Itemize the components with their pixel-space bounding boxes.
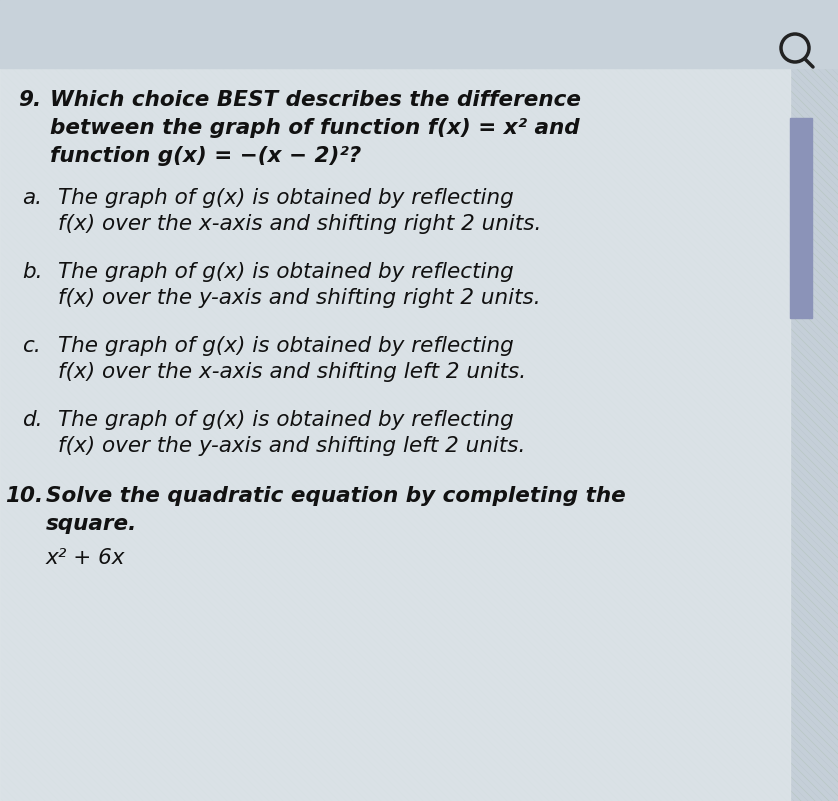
- Text: f(x) over the y-axis and shifting right 2 units.: f(x) over the y-axis and shifting right …: [58, 288, 541, 308]
- Text: function g(x) = −(x − 2)²?: function g(x) = −(x − 2)²?: [50, 146, 361, 166]
- Text: 10.: 10.: [5, 486, 43, 506]
- Text: Solve the quadratic equation by completing the: Solve the quadratic equation by completi…: [46, 486, 626, 506]
- Text: d.: d.: [22, 410, 43, 430]
- Text: The graph of g(x) is obtained by reflecting: The graph of g(x) is obtained by reflect…: [58, 410, 514, 430]
- Text: Which choice BEST describes the difference: Which choice BEST describes the differen…: [50, 90, 581, 110]
- Text: f(x) over the x-axis and shifting right 2 units.: f(x) over the x-axis and shifting right …: [58, 214, 541, 234]
- Text: The graph of g(x) is obtained by reflecting: The graph of g(x) is obtained by reflect…: [58, 188, 514, 208]
- Text: f(x) over the x-axis and shifting left 2 units.: f(x) over the x-axis and shifting left 2…: [58, 362, 526, 382]
- Text: The graph of g(x) is obtained by reflecting: The graph of g(x) is obtained by reflect…: [58, 336, 514, 356]
- Text: square.: square.: [46, 514, 137, 534]
- Text: between the graph of function f(x) = x² and: between the graph of function f(x) = x² …: [50, 118, 580, 138]
- Bar: [790, 118, 812, 318]
- Bar: [0, 0, 838, 68]
- Text: f(x) over the y-axis and shifting left 2 units.: f(x) over the y-axis and shifting left 2…: [58, 436, 525, 456]
- Text: x² + 6x: x² + 6x: [46, 548, 126, 568]
- Text: a.: a.: [22, 188, 42, 208]
- Text: c.: c.: [22, 336, 41, 356]
- Text: The graph of g(x) is obtained by reflecting: The graph of g(x) is obtained by reflect…: [58, 262, 514, 282]
- Text: b.: b.: [22, 262, 43, 282]
- Text: 9.: 9.: [18, 90, 41, 110]
